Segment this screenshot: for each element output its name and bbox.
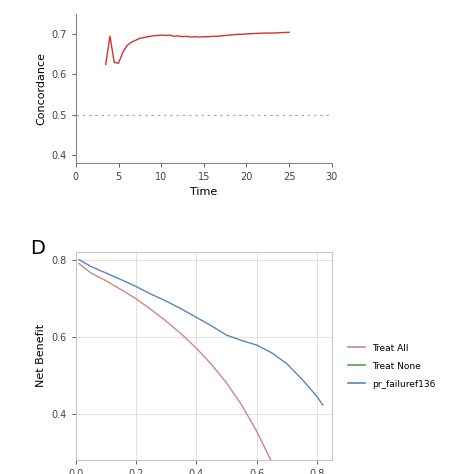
- pr_failuref136: [209, 323, 214, 328]
- pr_failuref136: [254, 342, 259, 348]
- Treat All: [103, 278, 109, 283]
- pr_failuref136: [193, 314, 199, 320]
- Treat All: [193, 345, 199, 351]
- pr_failuref136: [118, 277, 124, 283]
- pr_failuref136: [299, 376, 304, 382]
- pr_failuref136: [284, 361, 290, 366]
- pr_failuref136: [178, 306, 184, 312]
- Legend: Treat All, Treat None, pr_failuref136: Treat All, Treat None, pr_failuref136: [346, 342, 437, 391]
- Treat All: [118, 287, 124, 292]
- pr_failuref136: [133, 283, 139, 289]
- Treat All: [254, 428, 259, 434]
- Treat All: [269, 459, 274, 465]
- Treat All: [164, 319, 169, 324]
- pr_failuref136: [269, 350, 274, 356]
- pr_failuref136: [88, 264, 94, 269]
- pr_failuref136: [238, 337, 244, 343]
- Line: Treat All: Treat All: [79, 264, 323, 474]
- pr_failuref136: [224, 332, 229, 338]
- Y-axis label: Concordance: Concordance: [36, 52, 46, 125]
- pr_failuref136: [148, 292, 154, 297]
- Y-axis label: Net Benefit: Net Benefit: [36, 324, 46, 387]
- Treat All: [88, 270, 94, 276]
- Treat All: [209, 362, 214, 367]
- Treat All: [133, 296, 139, 301]
- Line: pr_failuref136: pr_failuref136: [79, 260, 323, 405]
- X-axis label: Time: Time: [190, 187, 218, 197]
- pr_failuref136: [103, 270, 109, 276]
- Treat All: [224, 380, 229, 386]
- pr_failuref136: [314, 393, 319, 399]
- pr_failuref136: [76, 257, 82, 263]
- Treat All: [178, 331, 184, 337]
- Treat All: [148, 307, 154, 312]
- Treat All: [76, 261, 82, 266]
- Treat All: [238, 402, 244, 408]
- pr_failuref136: [320, 402, 326, 408]
- Text: D: D: [30, 239, 45, 258]
- pr_failuref136: [164, 298, 169, 304]
